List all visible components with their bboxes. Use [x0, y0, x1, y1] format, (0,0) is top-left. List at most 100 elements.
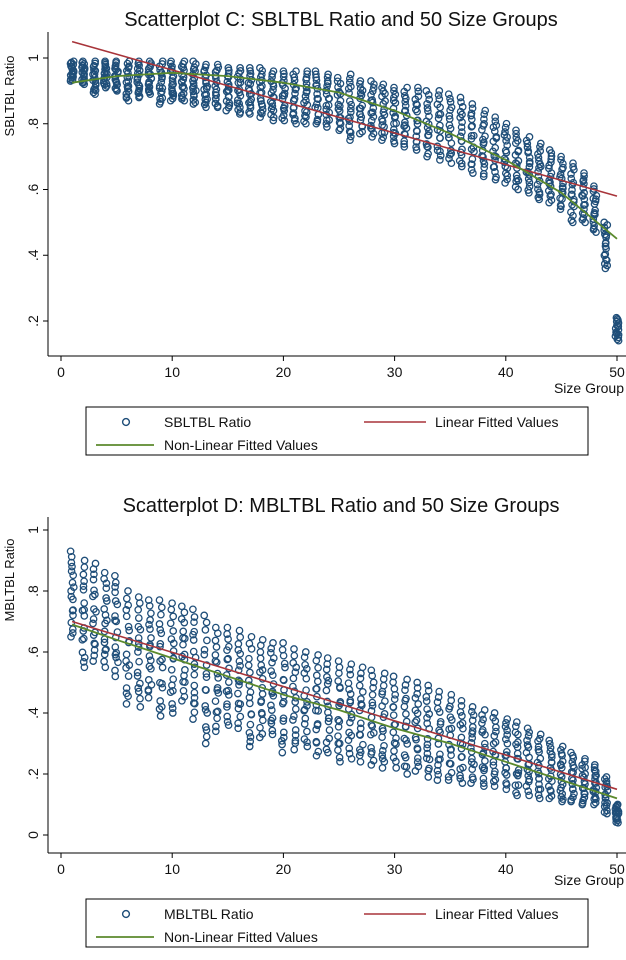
scatter-point: [68, 562, 76, 571]
scatter-point: [479, 774, 488, 783]
scatter-point: [211, 99, 220, 108]
scatter-point: [601, 238, 610, 247]
scatter-point: [523, 736, 531, 745]
scatter-point: [423, 740, 432, 749]
scatter-point: [525, 163, 534, 171]
scatter-point: [178, 70, 186, 79]
scatter-point: [458, 712, 466, 720]
scatter-point: [155, 620, 164, 628]
scatter-point: [301, 111, 309, 120]
scatter-point: [514, 781, 523, 789]
scatter-point: [480, 120, 488, 128]
scatter-point: [267, 701, 275, 710]
scatter-point: [401, 118, 409, 127]
scatter-point: [536, 730, 545, 739]
scatter-point: [124, 672, 133, 680]
legend-marker-symbol: [121, 909, 131, 919]
scatter-point: [300, 735, 309, 743]
scatter-point: [425, 710, 434, 718]
scatter-point: [403, 770, 412, 778]
scatter-point: [447, 768, 456, 777]
scatter-point: [190, 670, 199, 679]
scatter-point: [156, 712, 165, 720]
scatter-point: [236, 67, 245, 75]
scatter-point: [513, 174, 521, 183]
scatter-point: [524, 186, 533, 194]
scatter-point: [69, 611, 77, 620]
scatter-point: [345, 122, 354, 130]
scatter-point: [212, 722, 220, 731]
scatter-point: [134, 643, 143, 651]
scatter-point: [177, 91, 186, 100]
scatter-point: [303, 727, 311, 736]
scatter-point: [481, 106, 490, 115]
scatter-point: [559, 159, 567, 168]
scatter-point: [258, 666, 267, 674]
scatter-point: [390, 739, 399, 747]
scatter-point: [545, 740, 554, 748]
scatter-point: [124, 587, 132, 595]
scatter-point: [345, 728, 353, 737]
scatter-point: [155, 705, 164, 713]
legend-label: Linear Fitted Values: [435, 906, 558, 922]
scatter-point: [391, 90, 400, 99]
scatter-point: [356, 719, 365, 728]
scatter-point: [158, 655, 166, 664]
scatter-point: [235, 626, 244, 635]
scatter-point: [268, 658, 276, 667]
scatter-point: [602, 773, 611, 781]
scatter-point: [356, 674, 365, 683]
scatter-point: [80, 663, 89, 672]
scatter-point: [291, 739, 300, 747]
scatter-point: [122, 650, 131, 659]
scatter-point: [479, 779, 488, 787]
scatter-point: [247, 95, 256, 104]
scatter-point: [481, 132, 489, 141]
scatter-point: [535, 734, 544, 743]
scatter-point: [444, 133, 453, 142]
scatter-point: [200, 646, 209, 654]
scatter-point: [424, 686, 433, 695]
scatter-point: [446, 713, 455, 722]
scatter-point: [378, 746, 387, 755]
scatter-point: [91, 57, 100, 66]
scatter-point: [300, 653, 309, 662]
scatter-point: [544, 186, 553, 195]
scatter-point: [145, 620, 153, 629]
scatter-point: [490, 709, 499, 717]
x-tick-label: 20: [276, 364, 292, 380]
scatter-point: [413, 744, 422, 753]
scatter-point: [112, 617, 121, 626]
scatter-point: [78, 635, 87, 644]
scatter-point: [202, 673, 211, 682]
scatter-point: [581, 754, 589, 763]
scatter-point: [301, 714, 310, 723]
scatter-point: [425, 95, 434, 104]
scatter-point: [503, 739, 512, 748]
scatter-point: [480, 739, 489, 748]
scatter-point: [91, 66, 100, 75]
scatter-point: [79, 658, 88, 666]
scatter-point: [457, 696, 466, 705]
scatter-point: [168, 700, 176, 708]
scatter-point: [468, 100, 477, 108]
scatter-point: [414, 92, 423, 101]
scatter-point: [136, 703, 145, 711]
scatter-point: [190, 681, 199, 690]
scatter-point: [78, 61, 87, 70]
legend-label: Non-Linear Fitted Values: [164, 929, 318, 945]
scatter-point: [134, 593, 143, 601]
scatter-point: [278, 748, 287, 757]
scatter-point: [334, 100, 343, 109]
scatter-point: [223, 712, 232, 721]
scatter-point: [213, 707, 222, 716]
scatter-point: [368, 87, 377, 95]
scatter-point: [357, 700, 366, 708]
scatter-point: [480, 110, 489, 119]
scatter-point: [236, 661, 244, 670]
scatter-point: [223, 703, 231, 711]
scatter-point: [600, 218, 609, 227]
scatter-point: [100, 627, 109, 636]
scatter-point: [400, 762, 409, 771]
scatter-point: [580, 172, 588, 180]
